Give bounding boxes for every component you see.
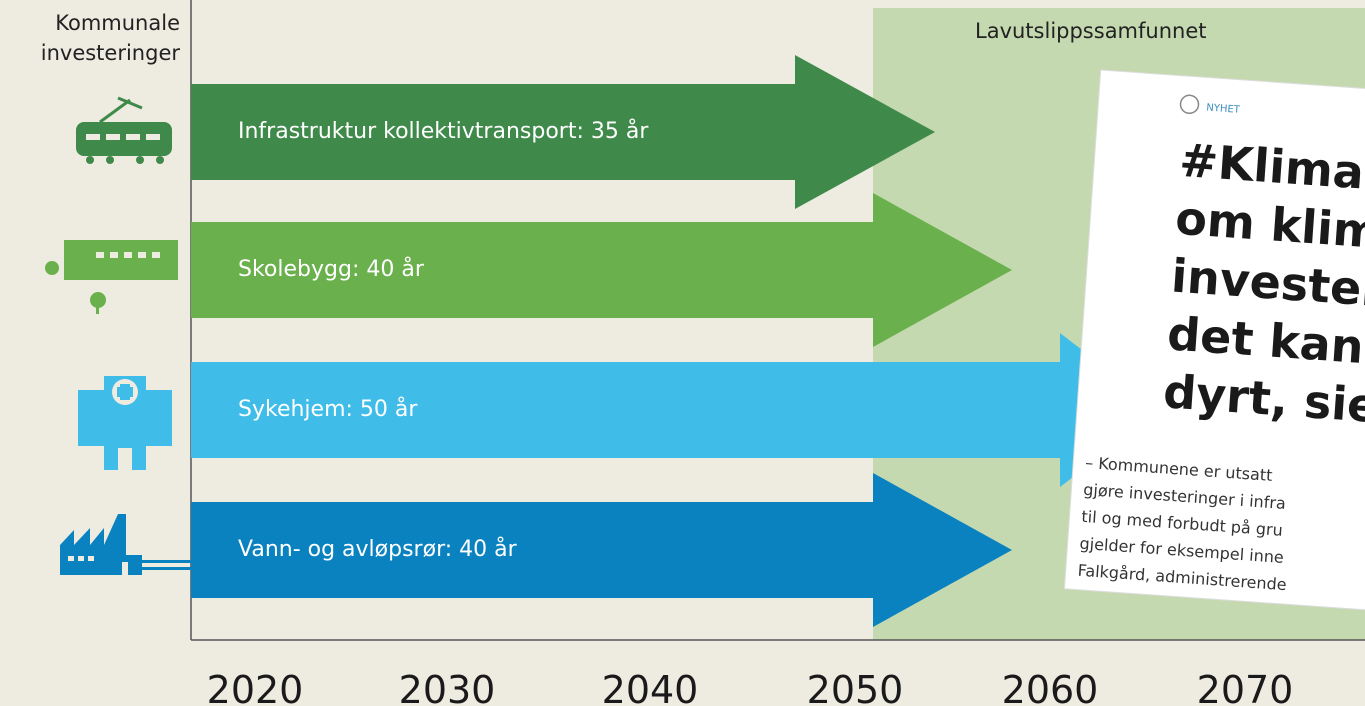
infographic: Kommunale investeringer Lavutslippssamfu… — [0, 0, 1365, 706]
school-icon — [45, 240, 178, 314]
arrow-label: Sykehjem: 50 år — [238, 396, 418, 422]
arrow-label: Vann- og avløpsrør: 40 år — [238, 536, 518, 562]
title-line: investeringer — [41, 41, 181, 65]
arrow-label: Infrastruktur kollektivtransport: 35 år — [238, 118, 649, 144]
year-label: 2060 — [1002, 668, 1099, 706]
year-label: 2070 — [1197, 668, 1294, 706]
year-label: 2050 — [807, 668, 904, 706]
zone-label: Lavutslippssamfunnet — [975, 19, 1207, 43]
year-label: 2030 — [399, 668, 496, 706]
arrow-label: Skolebygg: 40 år — [238, 256, 425, 282]
nursing-home-icon — [78, 376, 172, 470]
year-label: 2020 — [207, 668, 304, 706]
tram-icon — [76, 98, 172, 164]
title-line: Kommunale — [55, 11, 180, 35]
year-label: 2040 — [602, 668, 699, 706]
factory-icon — [60, 514, 192, 575]
